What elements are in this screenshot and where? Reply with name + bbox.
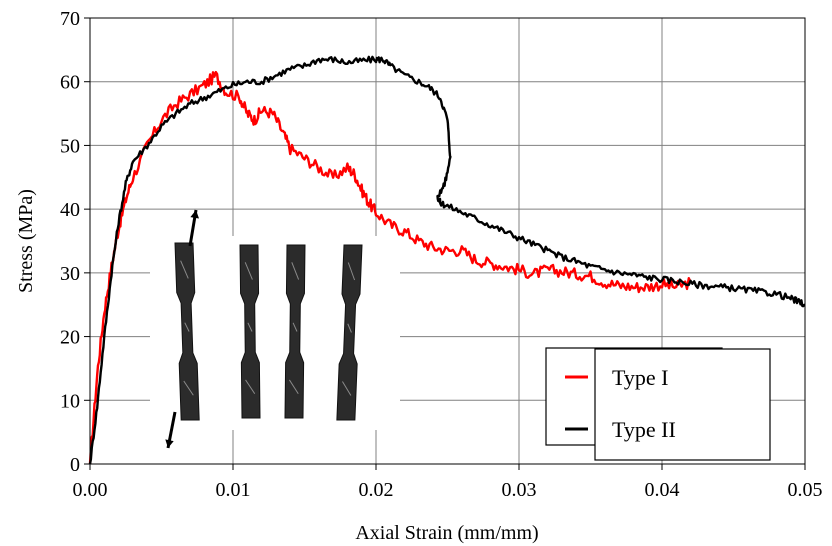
plot-frame — [89, 17, 806, 465]
x-tick-label-2: 0.02 — [359, 479, 394, 501]
y-tick-label-3: 30 — [60, 263, 80, 285]
y-tick-label-7: 70 — [60, 8, 80, 30]
legend-label-type-ii: Type II — [612, 417, 676, 442]
y-tick-label-4: 40 — [60, 199, 80, 221]
x-tick-label-3: 0.03 — [502, 479, 537, 501]
y-tick-label-2: 20 — [60, 327, 80, 349]
x-tick-label-4: 0.04 — [645, 479, 680, 501]
specimen-strip-1 — [174, 242, 200, 421]
legend-box — [594, 348, 771, 461]
series-layer — [88, 55, 806, 465]
legend-label-type-i: Type I — [612, 365, 669, 390]
specimen-strip-4 — [336, 244, 363, 421]
y-tick-label-6: 60 — [60, 72, 80, 94]
y-tick-label-1: 10 — [60, 390, 80, 412]
arrow-up-icon — [188, 209, 199, 247]
specimen-photo — [150, 209, 400, 449]
x-tick-label-0: 0.00 — [73, 479, 108, 501]
x-axis-title: Axial Strain (mm/mm) — [355, 522, 538, 544]
series-line-2 — [88, 55, 806, 465]
y-axis-title: Stress (MPa) — [15, 189, 37, 293]
specimen-strip-2 — [239, 244, 261, 419]
legend: Type I Type II — [545, 347, 771, 461]
x-tick-label-5: 0.05 — [788, 479, 823, 501]
specimen-strip-3 — [284, 244, 306, 419]
arrow-down-icon — [165, 411, 177, 449]
series-line-1 — [88, 70, 692, 465]
y-tick-label-0: 0 — [70, 454, 80, 476]
axis-ticks: 0 10 20 30 40 50 60 70 0.00 0.01 0.02 0.03 0.04 0.05 — [60, 8, 823, 501]
y-tick-label-5: 50 — [60, 135, 80, 157]
x-tick-label-1: 0.01 — [216, 479, 251, 501]
